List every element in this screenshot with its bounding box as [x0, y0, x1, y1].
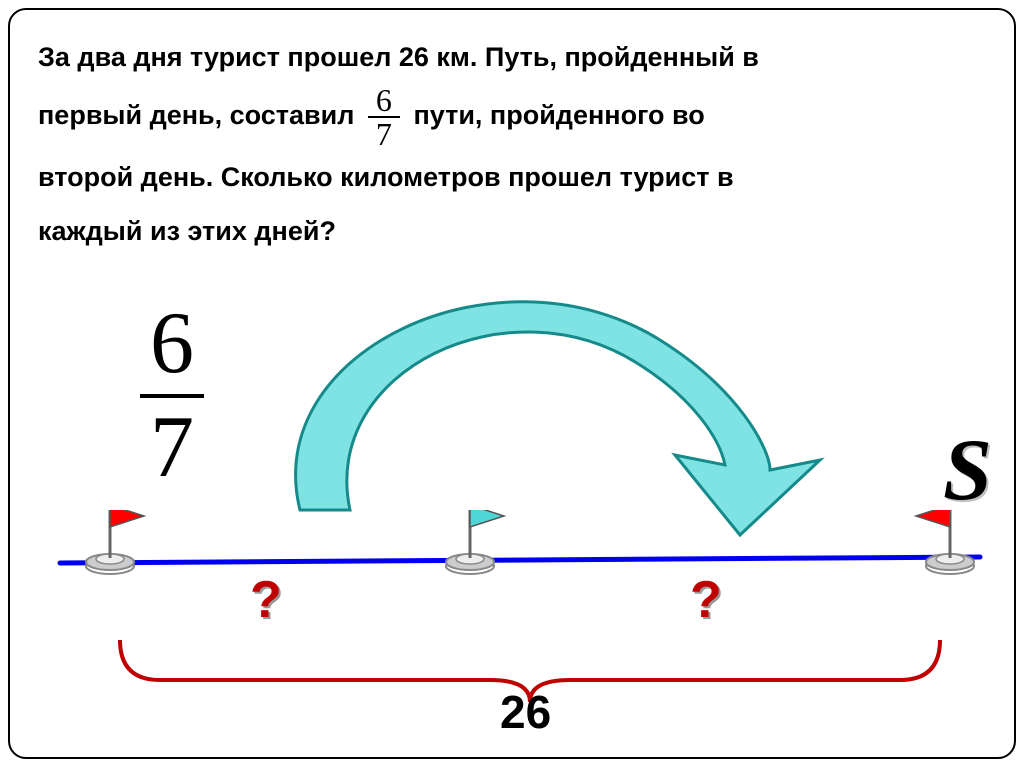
problem-line1: За два дня турист прошел 26 км. Путь, пр…	[38, 42, 759, 72]
inline-fraction-num: 6	[368, 84, 400, 118]
s-label: S	[943, 420, 992, 521]
slide-frame: За два дня турист прошел 26 км. Путь, пр…	[8, 8, 1016, 759]
inline-fraction: 6 7	[368, 84, 400, 150]
inline-fraction-den: 7	[368, 118, 400, 150]
curved-arrow	[230, 260, 830, 540]
problem-text: За два дня турист прошел 26 км. Путь, пр…	[38, 30, 986, 258]
problem-line3: второй день. Сколько километров прошел т…	[38, 162, 734, 192]
big-fraction-den: 7	[140, 398, 204, 492]
question-mark-1: ?	[250, 570, 282, 630]
big-fraction: 6 7	[140, 300, 204, 492]
problem-line2b: пути, пройденного во	[413, 100, 704, 130]
problem-line2a: первый день, составил	[38, 100, 354, 130]
big-fraction-num: 6	[140, 300, 204, 398]
total-label: 26	[500, 685, 551, 739]
number-line-diagram: ? ? 26	[50, 510, 990, 750]
question-mark-2: ?	[690, 570, 722, 630]
problem-line4: каждый из этих дней?	[38, 216, 336, 246]
